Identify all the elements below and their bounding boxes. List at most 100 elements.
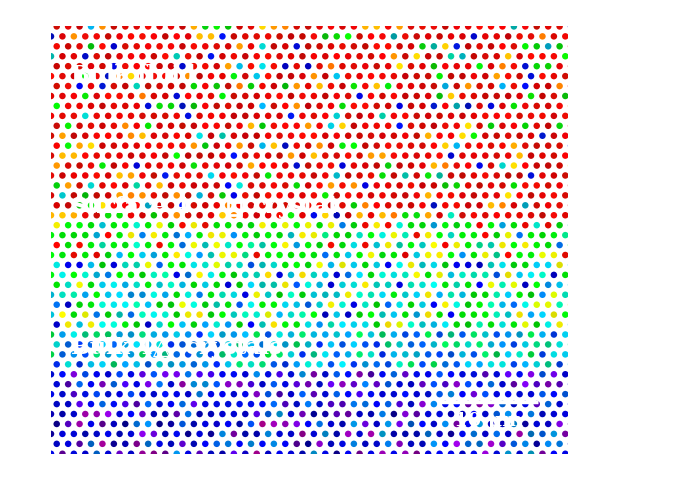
Point <box>337 142 348 149</box>
Point <box>491 92 502 100</box>
Point <box>366 370 377 378</box>
Point <box>452 23 462 30</box>
Point <box>526 291 537 299</box>
Point <box>497 42 508 50</box>
Point <box>211 281 222 289</box>
Point <box>531 241 542 249</box>
Point <box>428 301 439 309</box>
Point <box>51 400 62 408</box>
Point <box>252 192 262 199</box>
Point <box>262 430 273 438</box>
Point <box>457 172 468 179</box>
Point <box>80 251 90 259</box>
Point <box>480 350 491 358</box>
Point <box>46 192 56 199</box>
Point <box>331 231 342 239</box>
Point <box>205 112 216 120</box>
Point <box>245 440 256 448</box>
Point <box>274 331 285 339</box>
Point <box>286 450 296 458</box>
Point <box>366 172 377 179</box>
Point <box>114 52 125 60</box>
Point <box>269 301 279 309</box>
Point <box>183 72 194 80</box>
Point <box>486 62 496 70</box>
Point <box>228 152 239 160</box>
Point <box>320 231 330 239</box>
Point <box>491 251 502 259</box>
Point <box>46 251 56 259</box>
Point <box>434 350 445 358</box>
Point <box>228 291 239 299</box>
Point <box>160 112 171 120</box>
Point <box>337 102 348 110</box>
Point <box>160 231 171 239</box>
Point <box>343 370 354 378</box>
Point <box>411 152 422 160</box>
Point <box>240 211 251 219</box>
Point <box>131 380 142 388</box>
Point <box>171 231 182 239</box>
Point <box>486 82 496 90</box>
Point <box>194 52 205 60</box>
Point <box>91 370 102 378</box>
Point <box>57 331 68 339</box>
Point <box>154 301 165 309</box>
Point <box>371 102 382 110</box>
Point <box>63 201 73 209</box>
Point <box>509 320 520 328</box>
Point <box>205 231 216 239</box>
Point <box>411 32 422 40</box>
Point <box>303 102 313 110</box>
Point <box>228 72 239 80</box>
Point <box>280 23 291 30</box>
Point <box>80 112 90 120</box>
Point <box>400 72 411 80</box>
Point <box>194 132 205 140</box>
Point <box>411 390 422 398</box>
Point <box>160 311 171 319</box>
Point <box>154 102 165 110</box>
Point <box>154 181 165 189</box>
Point <box>108 320 119 328</box>
Point <box>423 172 434 179</box>
Point <box>314 420 325 428</box>
Point <box>337 23 348 30</box>
Point <box>554 241 565 249</box>
Point <box>526 271 537 279</box>
Point <box>245 241 256 249</box>
Point <box>234 62 245 70</box>
Point <box>131 341 142 348</box>
Point <box>86 281 97 289</box>
Point <box>137 370 148 378</box>
Point <box>80 92 90 100</box>
Point <box>337 420 348 428</box>
Point <box>194 92 205 100</box>
Point <box>86 400 97 408</box>
Point <box>503 370 513 378</box>
Point <box>257 241 268 249</box>
Point <box>486 162 496 170</box>
Point <box>405 23 416 30</box>
Point <box>405 62 416 70</box>
Point <box>480 370 491 378</box>
Point <box>560 112 571 120</box>
Point <box>280 261 291 269</box>
Point <box>423 291 434 299</box>
Point <box>554 82 565 90</box>
Point <box>326 181 337 189</box>
Point <box>526 331 537 339</box>
Point <box>377 32 388 40</box>
Point <box>108 23 119 30</box>
Point <box>554 301 565 309</box>
Point <box>205 132 216 140</box>
Point <box>262 370 273 378</box>
Point <box>160 331 171 339</box>
Point <box>274 311 285 319</box>
Point <box>217 231 228 239</box>
Point <box>377 52 388 60</box>
Point <box>280 102 291 110</box>
Point <box>560 32 571 40</box>
Point <box>291 420 302 428</box>
Point <box>103 231 114 239</box>
